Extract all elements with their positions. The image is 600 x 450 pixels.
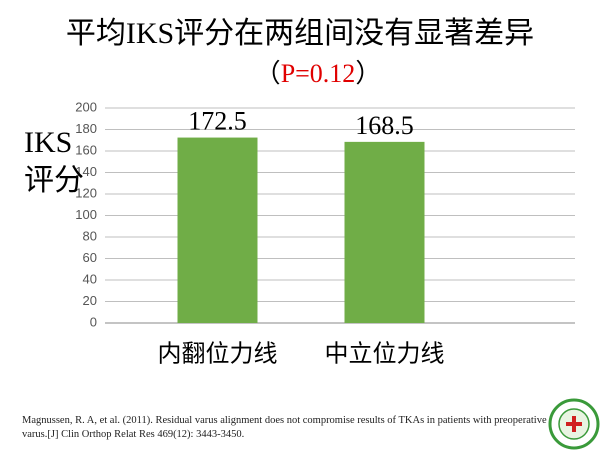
chart-title: 平均IKS评分在两组间没有显著差异 [66, 17, 534, 50]
y-tick-label: 40 [83, 271, 97, 286]
y-tick-label: 120 [75, 185, 97, 200]
y-tick-label: 160 [75, 142, 97, 157]
citation: Magnussen, R. A, et al. (2011). Residual… [22, 415, 547, 440]
y-tick-label: 140 [75, 164, 97, 179]
subtitle-prefix: （ [255, 59, 281, 88]
logo [548, 398, 600, 450]
x-tick-label: 内翻位力线 [158, 341, 278, 368]
subtitle-text: P=0.12 [281, 59, 356, 88]
y-tick-label: 0 [90, 314, 97, 329]
data-label: 172.5 [188, 107, 247, 136]
y-tick-label: 60 [83, 250, 97, 265]
y-tick-label: 180 [75, 121, 97, 136]
y-tick-label: 200 [75, 99, 97, 114]
bar [344, 141, 425, 323]
y-tick-label: 100 [75, 207, 97, 222]
y-axis-label: IKS评分 [24, 126, 84, 197]
y-tick-label: 20 [83, 293, 97, 308]
data-label: 168.5 [355, 111, 414, 140]
bar [177, 137, 258, 323]
chart-subtitle: （P=0.12） [255, 59, 382, 88]
x-tick-label: 中立位力线 [325, 341, 445, 368]
y-tick-label: 80 [83, 228, 97, 243]
subtitle-suffix: ） [355, 59, 381, 88]
